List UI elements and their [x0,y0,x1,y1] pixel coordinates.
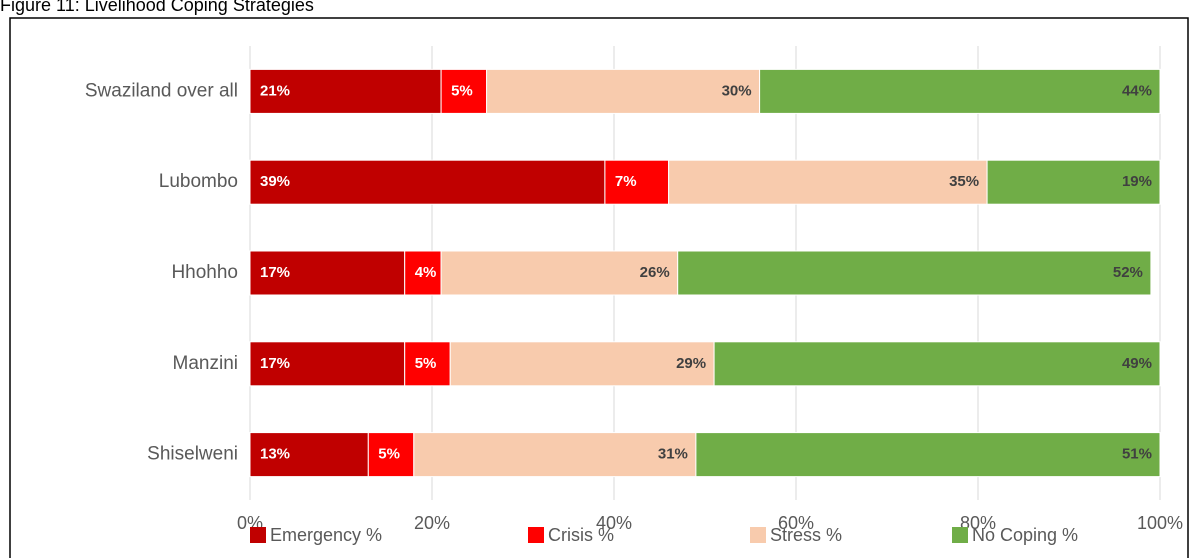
bar-segment [713,341,1161,387]
bar-segment [668,159,988,205]
data-label: 21% [260,82,290,99]
data-label: 51% [1122,446,1152,463]
data-label: 30% [722,82,752,99]
bar-segment [367,432,415,478]
legend-label: Stress % [770,525,842,545]
x-tick-label: 60% [778,513,814,533]
chart-border [9,17,1189,558]
data-label: 29% [676,355,706,372]
bar-segment [604,159,670,205]
bar-segment [413,432,697,478]
data-label: 26% [640,264,670,281]
bar-segment [449,341,715,387]
y-tick-label: Shiselweni [147,444,238,465]
bar-segment [249,159,606,205]
data-label: 7% [615,173,637,190]
bar-segment [486,68,761,114]
data-label: 49% [1122,355,1152,372]
bar-segment [986,159,1161,205]
data-label: 52% [1113,264,1143,281]
x-tick-label: 80% [960,513,996,533]
chart-title: Figure 11: Livelihood Coping Strategies [0,0,314,15]
data-label: 31% [658,446,688,463]
data-label: 35% [949,173,979,190]
legend-swatch [528,527,544,543]
y-tick-label: Lubombo [159,171,238,192]
bar-segment [249,68,442,114]
bar-segment [695,432,1161,478]
legend-swatch [750,527,766,543]
legend-label: Emergency % [270,525,382,545]
legend-swatch [952,527,968,543]
data-label: 17% [260,264,290,281]
y-tick-label: Manzini [173,353,238,374]
bar-segment [249,250,406,296]
data-label: 44% [1122,82,1152,99]
x-tick-label: 100% [1137,513,1183,533]
legend-swatch [250,527,266,543]
bar-segment [404,341,451,387]
data-label: 17% [260,355,290,372]
x-tick-label: 20% [414,513,450,533]
y-tick-label: Hhohho [171,262,238,283]
data-label: 39% [260,173,290,190]
y-tick-label: Swaziland over all [85,80,238,101]
data-label: 5% [378,446,400,463]
data-label: 5% [451,82,473,99]
x-tick-label: 40% [596,513,632,533]
data-label: 4% [415,264,437,281]
bar-segment [440,250,679,296]
data-label: 5% [415,355,437,372]
legend-label: Crisis % [548,525,614,545]
legend-label: No Coping % [972,525,1078,545]
data-label: 19% [1122,173,1152,190]
bar-segment [677,250,1152,296]
data-label: 13% [260,446,290,463]
bar-segment [759,68,1161,114]
